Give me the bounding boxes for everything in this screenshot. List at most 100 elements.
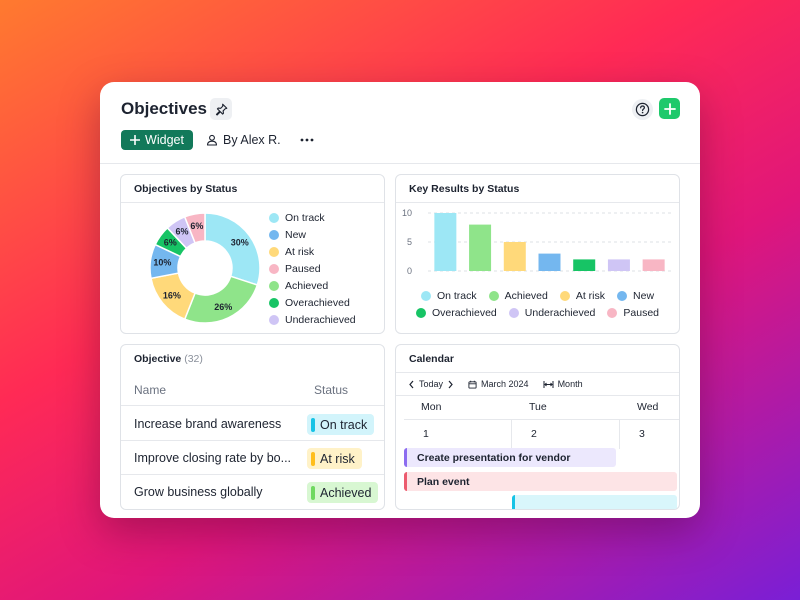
table-row[interactable]: Grow business globally Achieved <box>121 475 384 509</box>
legend-label: New <box>285 228 307 241</box>
legend-item-on-track[interactable]: On track <box>420 290 477 302</box>
legend-item-underachieved[interactable]: Underachieved <box>269 311 356 328</box>
legend-item-achieved[interactable]: Achieved <box>269 277 356 294</box>
donut-slice-achieved[interactable] <box>183 275 259 324</box>
add-widget-button[interactable]: Widget <box>121 130 193 150</box>
legend-label: On track <box>436 290 477 302</box>
month-picker[interactable]: March 2024 <box>468 379 529 389</box>
chevron-left-icon[interactable] <box>408 380 415 389</box>
donut-slice-on-track[interactable] <box>204 212 261 286</box>
card-title: Calendar <box>409 353 454 365</box>
divider <box>619 419 620 449</box>
table-row[interactable]: Improve closing rate by bo... At risk <box>121 441 384 475</box>
help-button[interactable] <box>632 99 653 120</box>
y-tick-label: 0 <box>407 266 412 276</box>
bar-overachieved[interactable] <box>573 259 596 271</box>
legend-label: Underachieved <box>285 313 356 326</box>
day-cell-date[interactable]: 2 <box>531 428 537 440</box>
divider <box>396 372 679 373</box>
status-badge[interactable]: Achieved <box>307 482 379 503</box>
view-selector[interactable]: Month <box>543 379 583 389</box>
calendar-icon <box>468 380 477 389</box>
donut-slice-label-overachieved: 6% <box>164 238 177 248</box>
status-label: On track <box>320 417 368 432</box>
plus-icon <box>130 135 141 145</box>
donut-slice-label-paused: 6% <box>190 221 203 231</box>
legend-item-overachieved[interactable]: Overachieved <box>415 307 497 319</box>
objectives-by-status-card: Objectives by Status 30% 26% 16% 10% 6% 6% 6% … <box>120 174 385 334</box>
bar-paused[interactable] <box>642 259 665 271</box>
pin-button[interactable] <box>210 98 232 120</box>
objective-table-card: Objective (32) Name Status Increase bran… <box>120 344 385 510</box>
legend-label: At risk <box>285 245 315 258</box>
user-icon <box>206 134 218 146</box>
legend-item-overachieved[interactable]: Overachieved <box>269 294 356 311</box>
legend-label: At risk <box>575 290 606 302</box>
legend-item-new[interactable]: New <box>269 226 356 243</box>
legend-label: New <box>633 290 655 302</box>
month-label: March 2024 <box>481 379 529 389</box>
bar-underachieved[interactable] <box>607 259 630 271</box>
legend-item-new[interactable]: New <box>617 290 654 302</box>
status-indicator <box>311 451 315 466</box>
legend-item-achieved[interactable]: Achieved <box>488 290 548 302</box>
pin-icon <box>215 103 227 116</box>
legend-item-paused[interactable]: Paused <box>607 307 659 319</box>
legend-item-at-risk[interactable]: At risk <box>559 290 606 302</box>
legend-label: Achieved <box>285 279 329 292</box>
key-results-bar-chart: 0 5 10 <box>402 208 671 276</box>
legend-swatch <box>617 291 628 301</box>
donut-slice-label-achieved: 26% <box>214 302 232 312</box>
bar-at-risk[interactable] <box>503 242 526 271</box>
status-label: At risk <box>320 451 355 466</box>
status-badge[interactable]: On track <box>307 414 375 435</box>
objective-name[interactable]: Grow business globally <box>134 485 263 499</box>
table-row[interactable]: Increase brand awareness On track <box>121 407 384 441</box>
donut-slice-paused[interactable] <box>183 212 206 244</box>
view-label: Month <box>557 379 583 389</box>
donut-slice-label-underachieved: 6% <box>175 227 188 237</box>
bar-new[interactable] <box>538 253 561 271</box>
event-plan-event[interactable]: Plan event <box>404 472 677 491</box>
legend-swatch <box>559 291 570 301</box>
legend-swatch <box>607 308 618 318</box>
key-results-legend-row: Overachieved Underachieved Paused <box>396 307 679 319</box>
divider <box>396 395 679 396</box>
legend-label: Underachieved <box>524 307 596 319</box>
event-create-presentation[interactable]: Create presentation for vendor <box>404 448 616 467</box>
status-badge[interactable]: At risk <box>307 448 362 469</box>
legend-item-on-track[interactable]: On track <box>269 209 356 226</box>
status-indicator <box>311 485 315 500</box>
objective-name[interactable]: Improve closing rate by bo... <box>134 451 292 465</box>
divider <box>404 419 679 420</box>
calendar-toolbar: Today March 2024 Month <box>408 377 597 391</box>
event-untitled[interactable] <box>512 495 677 509</box>
column-header-status[interactable]: Status <box>314 383 349 397</box>
legend-swatch <box>269 246 279 257</box>
event-label: Plan event <box>417 475 470 488</box>
day-cell-date[interactable]: 1 <box>423 428 429 440</box>
legend-swatch <box>269 263 279 274</box>
legend-swatch <box>269 314 279 325</box>
bar-on-track[interactable] <box>434 213 457 271</box>
column-header-name[interactable]: Name <box>134 383 167 397</box>
divider <box>396 202 679 203</box>
legend-item-at-risk[interactable]: At risk <box>269 243 356 260</box>
add-button[interactable] <box>659 98 680 119</box>
add-widget-label: Widget <box>145 133 184 147</box>
chevron-right-icon[interactable] <box>447 380 454 389</box>
y-tick-label: 10 <box>402 208 412 218</box>
plus-icon <box>663 102 676 115</box>
legend-item-paused[interactable]: Paused <box>269 260 356 277</box>
day-cell-date[interactable]: 3 <box>639 428 645 440</box>
more-options-button[interactable] <box>299 131 315 149</box>
day-header-mon: Mon <box>421 401 442 413</box>
legend-item-underachieved[interactable]: Underachieved <box>508 307 596 319</box>
card-title: Objective (32) <box>134 353 203 365</box>
bar-achieved[interactable] <box>469 224 492 271</box>
legend-swatch <box>269 212 279 223</box>
owner-filter-button[interactable]: By Alex R. <box>206 131 281 149</box>
objective-name[interactable]: Increase brand awareness <box>134 417 282 431</box>
more-horizontal-icon <box>300 138 314 142</box>
today-button[interactable]: Today <box>419 379 444 389</box>
